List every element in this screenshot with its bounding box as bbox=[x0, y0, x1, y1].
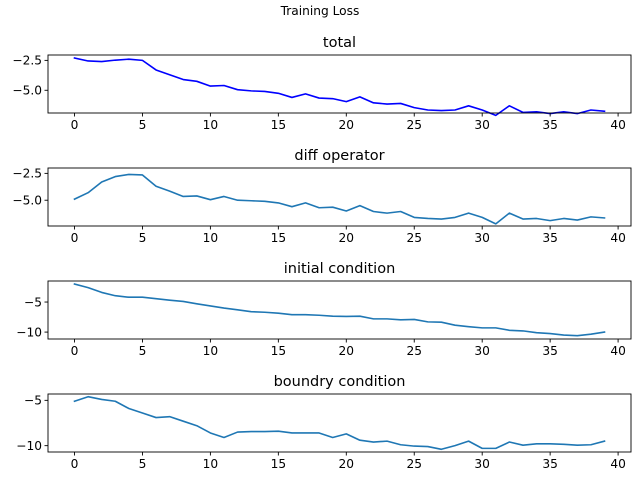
x-tick-label: 15 bbox=[271, 118, 287, 132]
x-tick-label: 25 bbox=[406, 118, 422, 132]
x-tick-label: 35 bbox=[542, 118, 558, 132]
x-tick-label: 10 bbox=[203, 457, 219, 471]
subplot-2: initial condition 0 5 10 15 20 25 30 35 40 −5 −10 bbox=[16, 261, 632, 358]
subplot-0: total 0 5 10 15 20 25 30 35 40 −2.5 −5.0 bbox=[12, 35, 632, 132]
subplot-3: boundry condition 0 5 10 15 20 25 30 35 40 −5 −10 bbox=[16, 374, 632, 471]
x-tick-label: 30 bbox=[474, 231, 490, 245]
y-tick-label: −5.0 bbox=[12, 84, 42, 98]
y-tick-label: −2.5 bbox=[12, 167, 42, 181]
subplot-title: diff operator bbox=[294, 148, 384, 164]
axes-frame bbox=[47, 393, 632, 453]
x-tick-label: 0 bbox=[71, 457, 79, 471]
x-tick-label: 15 bbox=[271, 231, 287, 245]
x-tick-label: 10 bbox=[203, 118, 219, 132]
subplot-1: diff operator 0 5 10 15 20 25 30 35 40 −2.5 −5.0 bbox=[12, 148, 632, 245]
series-line bbox=[73, 57, 606, 117]
axes-frame bbox=[47, 167, 632, 227]
x-tick-label: 40 bbox=[610, 457, 626, 471]
x-tick-label: 5 bbox=[139, 118, 147, 132]
x-tick-label: 10 bbox=[203, 344, 219, 358]
y-tick-label: −10 bbox=[16, 325, 42, 339]
x-tick-label: 0 bbox=[71, 344, 79, 358]
series-line bbox=[73, 173, 606, 225]
x-tick-label: 40 bbox=[610, 344, 626, 358]
x-tick-label: 5 bbox=[139, 231, 147, 245]
figure-suptitle: Training Loss bbox=[280, 4, 360, 18]
x-tick-label: 0 bbox=[71, 118, 79, 132]
x-tick-label: 40 bbox=[610, 118, 626, 132]
x-tick-label: 30 bbox=[474, 457, 490, 471]
x-tick-label: 30 bbox=[474, 118, 490, 132]
x-tick-label: 30 bbox=[474, 344, 490, 358]
x-tick-label: 10 bbox=[203, 231, 219, 245]
x-tick-label: 5 bbox=[139, 344, 147, 358]
series-line bbox=[73, 283, 606, 337]
subplot-title: boundry condition bbox=[274, 374, 406, 390]
y-tick-label: −5.0 bbox=[12, 194, 42, 208]
subplot-title: total bbox=[323, 35, 356, 51]
axes-frame bbox=[47, 54, 632, 114]
y-tick-label: −5 bbox=[24, 394, 42, 408]
x-tick-label: 15 bbox=[271, 344, 287, 358]
axes-frame bbox=[47, 280, 632, 340]
x-tick-label: 40 bbox=[610, 231, 626, 245]
x-tick-label: 15 bbox=[271, 457, 287, 471]
x-tick-label: 35 bbox=[542, 231, 558, 245]
subplot-title: initial condition bbox=[284, 261, 396, 277]
x-tick-label: 25 bbox=[406, 344, 422, 358]
x-tick-label: 35 bbox=[542, 457, 558, 471]
x-tick-label: 20 bbox=[339, 344, 355, 358]
x-tick-label: 20 bbox=[339, 118, 355, 132]
x-tick-label: 5 bbox=[139, 457, 147, 471]
x-tick-label: 20 bbox=[339, 457, 355, 471]
y-tick-label: −10 bbox=[16, 439, 42, 453]
y-tick-label: −2.5 bbox=[12, 54, 42, 68]
x-tick-label: 20 bbox=[339, 231, 355, 245]
x-tick-label: 25 bbox=[406, 457, 422, 471]
y-tick-label: −5 bbox=[24, 295, 42, 309]
series-line bbox=[73, 395, 606, 451]
x-tick-label: 25 bbox=[406, 231, 422, 245]
x-tick-label: 0 bbox=[71, 231, 79, 245]
x-tick-label: 35 bbox=[542, 344, 558, 358]
